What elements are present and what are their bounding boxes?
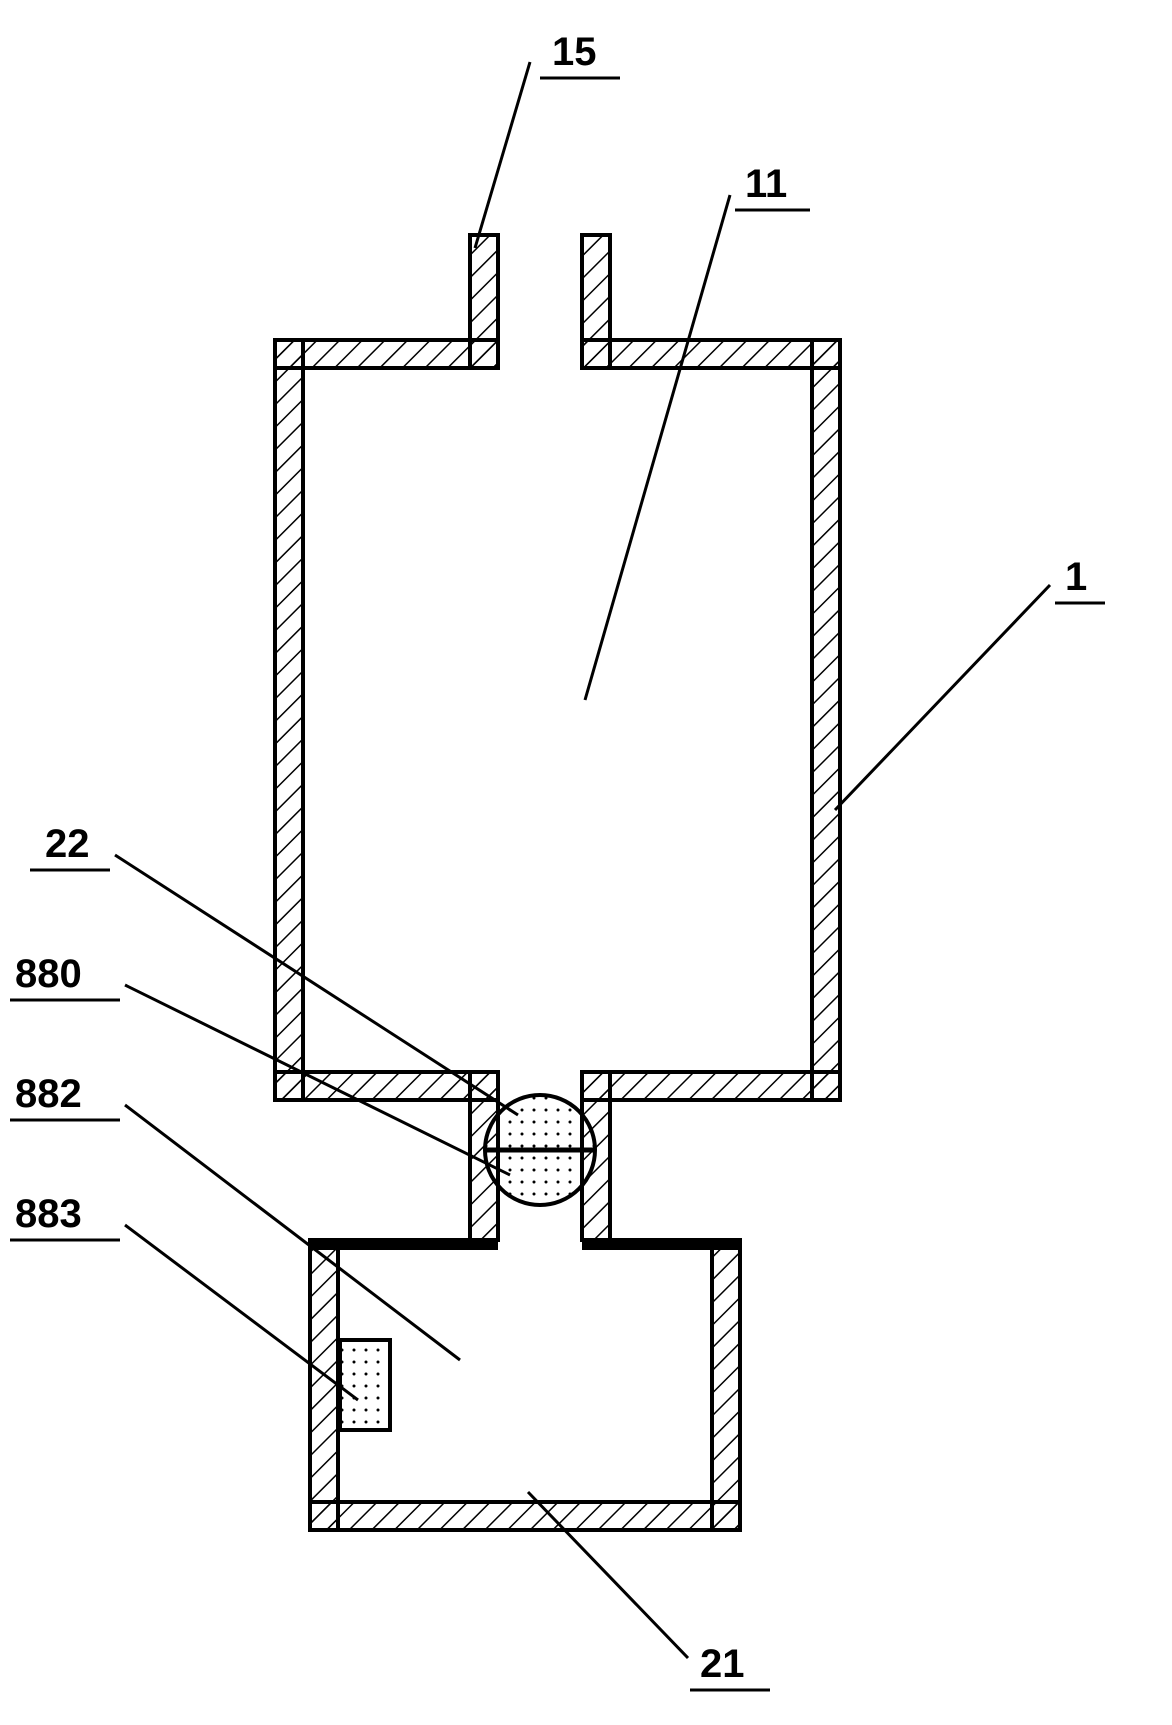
main-bottom-right-wall (582, 1072, 840, 1100)
label-15: 15 (552, 30, 597, 75)
label-21: 21 (700, 1642, 745, 1687)
main-top-left-wall (275, 340, 498, 368)
main-left-wall (275, 340, 303, 1100)
leader-882 (125, 1105, 460, 1360)
lower-right-wall (712, 1240, 740, 1530)
technical-drawing-svg (0, 0, 1172, 1725)
main-top-right-wall (582, 340, 840, 368)
top-neck-right-wall (582, 235, 610, 368)
label-1: 1 (1065, 555, 1087, 600)
label-22: 22 (45, 822, 90, 867)
main-right-wall (812, 340, 840, 1100)
label-883: 883 (15, 1192, 82, 1237)
leader-1 (835, 585, 1050, 810)
label-880: 880 (15, 952, 82, 997)
small-component (340, 1340, 390, 1430)
label-11: 11 (745, 162, 787, 207)
lower-bottom-wall (310, 1502, 740, 1530)
diagram-container: 15 11 1 22 880 882 883 21 (0, 0, 1172, 1725)
label-882: 882 (15, 1072, 82, 1117)
leader-15 (475, 62, 530, 248)
top-neck-left-wall (470, 235, 498, 368)
lower-left-wall (310, 1240, 338, 1530)
